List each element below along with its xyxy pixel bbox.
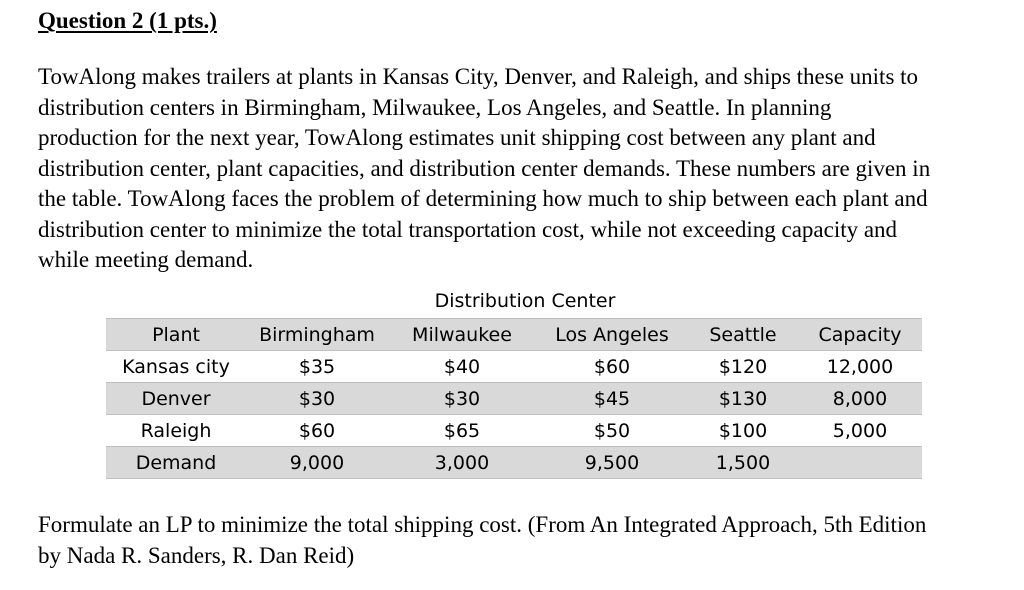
table-cell: $35 (298, 355, 336, 378)
table-cell: 5,000 (832, 419, 888, 442)
table-cell: Raleigh (140, 419, 212, 442)
column-header-birmingham: Birmingham (246, 318, 388, 351)
table-caption: Distribution Center (434, 290, 616, 312)
table-cell: Denver (106, 382, 246, 415)
table-cell: $50 (593, 419, 631, 442)
instruction-paragraph: Formulate an LP to minimize the total sh… (38, 510, 1018, 571)
paragraph-line: distribution center, plant capacities, a… (38, 155, 931, 181)
footer-line: by Nada R. Sanders, R. Dan Reid) (38, 542, 355, 568)
table-cell: $60 (593, 355, 631, 378)
paragraph-line: while meeting demand. (38, 247, 254, 272)
table-cell: Kansas city (122, 355, 230, 378)
table-row-denver: Denver $30 $30 $45 $130 8,000 (106, 382, 922, 415)
table-cell: $45 (536, 382, 688, 415)
table-cell: $40 (443, 355, 481, 378)
footer-line: Formulate an LP to minimize the total sh… (38, 512, 927, 537)
table-cell: 3,000 (388, 446, 536, 479)
problem-paragraph: TowAlong makes trailers at plants in Kan… (38, 62, 1018, 276)
table-header-row: Plant Birmingham Milwaukee Los Angeles S… (106, 318, 922, 351)
column-header-los-angeles: Los Angeles (536, 318, 688, 351)
table-cell: $65 (443, 419, 481, 442)
column-header-capacity: Capacity (798, 318, 922, 351)
table-cell (798, 446, 922, 479)
table-cell: 9,500 (536, 446, 688, 479)
table-cell: $60 (298, 419, 336, 442)
column-header-milwaukee: Milwaukee (388, 318, 536, 351)
table-cell: 12,000 (826, 355, 894, 378)
paragraph-line: distribution center to minimize the tota… (38, 216, 898, 242)
column-header-seattle: Seattle (688, 318, 798, 351)
table-cell: 9,000 (246, 446, 388, 479)
table-row-demand: Demand 9,000 3,000 9,500 1,500 (106, 446, 922, 479)
paragraph-line: distribution centers in Birmingham, Milw… (38, 94, 832, 120)
table-cell: $130 (688, 382, 798, 415)
table-row-raleigh: Raleigh $60 $65 $50 $100 5,000 (106, 415, 922, 447)
paragraph-line: the table. TowAlong faces the problem of… (38, 186, 928, 211)
paragraph-line: production for the next year, TowAlong e… (38, 125, 876, 150)
table-cell: $120 (718, 355, 768, 378)
table-cell: $30 (388, 382, 536, 415)
cost-table: Plant Birmingham Milwaukee Los Angeles S… (106, 318, 922, 479)
question-heading: Question 2 (1 pts.) (38, 8, 217, 33)
table-cell: Demand (106, 446, 246, 479)
paragraph-line: TowAlong makes trailers at plants in Kan… (38, 64, 919, 89)
table-cell: 1,500 (688, 446, 798, 479)
table-cell: $100 (718, 419, 768, 442)
table-cell: 8,000 (798, 382, 922, 415)
table-cell: $30 (246, 382, 388, 415)
column-header-plant: Plant (106, 318, 246, 351)
table-row-kansas-city: Kansas city $35 $40 $60 $120 12,000 (106, 351, 922, 383)
